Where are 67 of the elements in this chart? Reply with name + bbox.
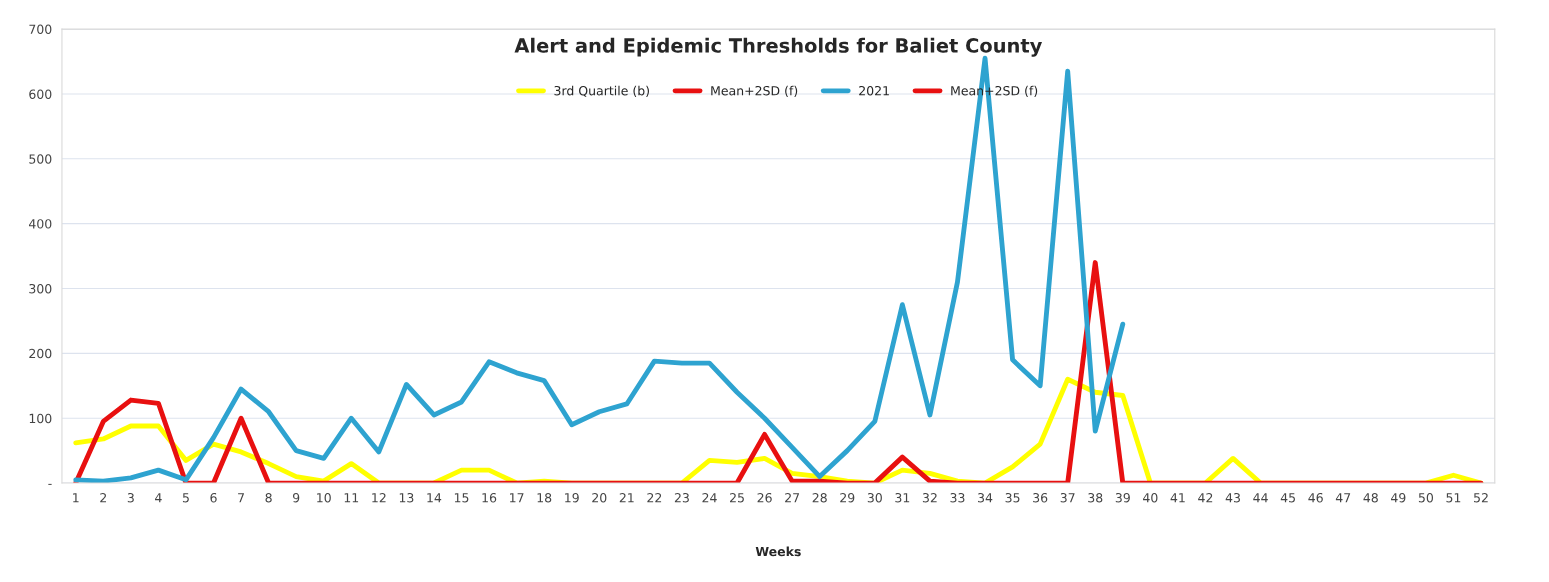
x-tick-label: 22 (647, 493, 662, 503)
x-tick-label: 38 (1088, 493, 1103, 503)
x-tick-label: 52 (1474, 493, 1488, 503)
x-tick-label: 1 (73, 493, 79, 503)
y-tick-label: 700 (29, 24, 52, 35)
y-tick-label: - (48, 483, 52, 485)
x-tick-label: 25 (730, 493, 744, 503)
x-tick-label: 8 (265, 493, 272, 503)
x-tick-label: 18 (537, 493, 552, 503)
x-tick-label: 30 (867, 493, 882, 503)
x-tick-label: 17 (510, 493, 524, 503)
x-tick-label: 50 (1418, 493, 1434, 503)
x-tick-label: 44 (1253, 493, 1268, 503)
x-tick-label: 32 (922, 493, 937, 503)
x-tick-label: 7 (238, 493, 244, 503)
x-tick-label: 29 (840, 493, 855, 503)
x-tick-label: 12 (372, 493, 386, 503)
y-tick-label: 100 (29, 413, 52, 424)
x-tick-label: 14 (427, 493, 442, 503)
x-tick-label: 36 (1033, 493, 1048, 503)
x-tick-label: 35 (1005, 493, 1020, 503)
x-tick-label: 11 (344, 493, 359, 503)
y-tick-label: 600 (29, 89, 52, 99)
y-tick-label: 400 (28, 219, 52, 229)
legend-label: 3rd Quartile (b) (554, 85, 649, 97)
x-tick-label: 27 (785, 493, 800, 503)
x-tick-label: 9 (292, 493, 300, 503)
x-tick-label: 42 (1198, 493, 1213, 503)
x-tick-label: 13 (399, 493, 414, 503)
y-tick-label: 500 (29, 154, 52, 164)
x-tick-label: 2 (100, 493, 107, 503)
x-tick-label: 39 (1115, 493, 1130, 503)
line-series (73, 260, 1484, 484)
x-tick-label: 15 (454, 493, 469, 503)
x-tick-label: 46 (1308, 493, 1323, 503)
x-tick-label: 4 (155, 493, 162, 503)
x-tick-label: 51 (1446, 493, 1461, 503)
x-tick-label: 23 (674, 493, 689, 503)
x-tick-label: 49 (1391, 493, 1406, 503)
x-tick-label: 16 (482, 493, 497, 503)
y-tick-label: 300 (29, 283, 52, 294)
x-tick-label: 20 (592, 493, 607, 503)
x-tick-label: 40 (1143, 493, 1158, 503)
x-tick-label: 3 (127, 493, 134, 503)
legend-label: Mean+2SD (f) (711, 85, 798, 97)
x-tick-label: 47 (1335, 493, 1351, 503)
x-tick-label: 26 (757, 493, 772, 503)
chart-title: Alert and Epidemic Thresholds for Baliet County (514, 37, 1043, 57)
y-tick-label: 200 (29, 348, 52, 359)
x-tick-label: 5 (182, 493, 189, 503)
x-tick-label: 37 (1060, 493, 1075, 503)
x-tick-label: 34 (978, 493, 993, 503)
x-tick-label: 45 (1280, 493, 1295, 503)
x-axis-title: Weeks (755, 546, 801, 557)
x-tick-label: 28 (812, 493, 827, 503)
x-tick-label: 31 (895, 493, 910, 503)
x-tick-label: 6 (210, 493, 217, 503)
x-tick-label: 19 (565, 493, 579, 503)
x-tick-label: 41 (1170, 493, 1185, 503)
x-tick-label: 43 (1225, 493, 1240, 503)
x-tick-label: 33 (950, 493, 965, 503)
x-tick-label: 24 (702, 493, 717, 503)
x-tick-label: 48 (1363, 493, 1378, 503)
x-tick-label: 10 (317, 493, 331, 503)
legend-label: 2021 (859, 85, 889, 96)
x-tick-label: 21 (619, 493, 634, 503)
line-series (73, 55, 1126, 484)
